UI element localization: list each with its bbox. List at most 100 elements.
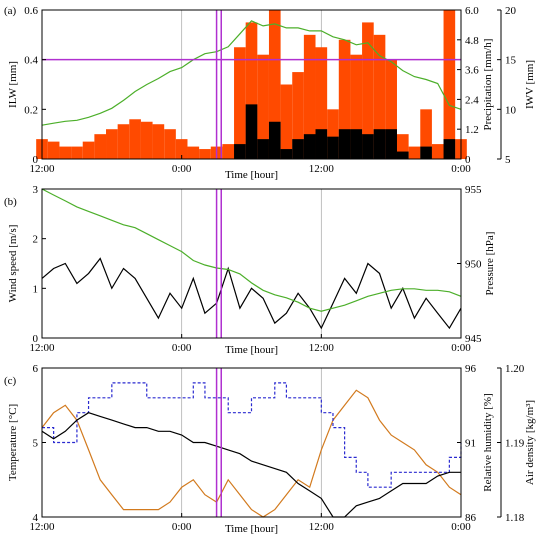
panel-a-series-precipitation-bar	[443, 139, 456, 159]
panel-a-ytick-left-label: 0	[33, 154, 39, 166]
panel-a-series-ilw-bar	[338, 39, 351, 159]
panel-c-ytick-left-label: 5	[33, 438, 39, 450]
panel-a-ytick-left-label: 0.6	[24, 5, 38, 17]
panel-a-series-ilw-bar	[47, 141, 60, 159]
panel-a-series-ilw-bar	[373, 34, 386, 160]
panel-b-series-wind-speed	[41, 257, 462, 330]
panel-a-series-precipitation-bar	[396, 151, 409, 159]
panel-b-xtick-label: 12:00	[29, 342, 55, 354]
panel-a-series-ilw-bar	[59, 146, 72, 159]
panel-a-series-ilw-bar	[257, 54, 269, 160]
panel-c-xtick-label: 12:00	[29, 521, 55, 533]
panel-a-series-ilw-bar	[292, 72, 304, 159]
panel-c-ytick-right1-label: 86	[465, 512, 477, 524]
panel-a-series-ilw-bar	[280, 84, 293, 159]
panel-a-series-ilw-bar	[82, 141, 95, 159]
panel-a-series-ilw-bar	[420, 109, 432, 159]
panel-a-series-precipitation-bar	[245, 104, 258, 159]
panel-a-series-ilw-bar	[117, 124, 130, 159]
panel-a-series-precipitation-bar	[373, 129, 386, 159]
panel-a-series-ilw-bar	[245, 22, 258, 159]
panel-a-xtick-label: 12:00	[29, 163, 55, 175]
panel-a-series-precipitation-bar	[420, 146, 432, 159]
panel-b-frame	[41, 188, 462, 339]
panel-b-ytick-left-label: 0	[33, 333, 39, 345]
panel-c-ylabel-right1: Relative humidity [%]	[482, 393, 494, 491]
panel-c-xtick-label: 0:00	[451, 521, 471, 533]
panel-b-ytick-left-label: 3	[33, 184, 39, 196]
panel-c-ylabel-right2: Air density [kg/m³]	[524, 400, 536, 485]
panel-c-ytick-left-label: 4	[33, 512, 39, 524]
panel-a-series-iwv	[41, 20, 462, 126]
panel-a-series-precipitation-bar	[315, 129, 328, 159]
panel-a-series-precipitation-bar	[257, 139, 269, 159]
panel-a-series-ilw-bar	[94, 134, 107, 159]
panel-b-ytick-right-label: 955	[465, 184, 482, 196]
panel-a-series-ilw-bar	[350, 54, 363, 160]
panel-a-label: (a)	[4, 5, 17, 17]
panel-a-series-ilw-bar	[106, 129, 118, 159]
panel-a-series-ilw-bar	[268, 10, 281, 159]
panel-b-ylabel-left: Wind speed [m/s]	[7, 225, 19, 303]
panel-b-ytick-right-label: 950	[465, 259, 482, 271]
panel-a-ylabel-right2: IWV [mm]	[524, 60, 536, 109]
panel-c-label: (c)	[4, 375, 17, 387]
panel-a-ytick-right1-label: 2.4	[465, 94, 479, 106]
panel-a-series-precipitation-bar	[350, 129, 363, 159]
panel-a-series-ilw-bar	[396, 134, 409, 159]
panel-a-ytick-right1-label: 3.6	[465, 65, 479, 77]
panel-a-xlabel: Time [hour]	[225, 169, 278, 181]
panel-c-series-air-density	[41, 412, 461, 518]
panel-a-series-ilw-bar	[164, 129, 176, 159]
panel-b-ytick-left-label: 2	[33, 234, 39, 246]
panel-c-ytick-right1-label: 91	[465, 438, 476, 450]
panel-a-series-ilw-bar	[222, 144, 235, 159]
panel-c-xtick-label: 12:00	[309, 521, 335, 533]
panel-c-series-temperature	[41, 389, 462, 518]
panel-a-series-precipitation-bar	[268, 121, 281, 159]
panel-a-ytick-right2-label: 20	[505, 5, 517, 17]
panel-c-ytick-right1-label: 96	[465, 363, 477, 375]
panel-a-ytick-right2-label: 15	[505, 55, 517, 67]
panel-a-ylabel-right1: Precipitation [mm/h]	[482, 39, 494, 131]
panel-a-series-precipitation-bar	[234, 144, 246, 159]
panel-a-series-precipitation-bar	[327, 136, 339, 159]
panel-a-series-ilw-bar	[199, 149, 211, 159]
panel-c-xlabel: Time [hour]	[225, 523, 278, 535]
panel-a-series-ilw-bar	[315, 47, 328, 159]
panel-a-series-ilw-bar	[431, 144, 444, 159]
panel-a-ytick-right2-label: 5	[505, 154, 511, 166]
panel-a-ytick-left-label: 0.2	[24, 104, 38, 116]
panel-a-series-precipitation-bar	[362, 134, 374, 159]
panel-a-series-ilw-bar	[175, 139, 188, 159]
panel-a-series-ilw-bar	[234, 47, 246, 159]
panel-a-ytick-right1-label: 1.2	[465, 124, 479, 136]
panel-b-xtick-label: 12:00	[309, 342, 335, 354]
panel-b-xtick-label: 0:00	[172, 342, 192, 354]
panel-b-ytick-right-label: 945	[465, 333, 482, 345]
panel-a-frame	[41, 9, 462, 160]
panel-c-ytick-right2-label: 1.18	[505, 512, 525, 524]
panel-b-ytick-left-label: 1	[33, 283, 39, 295]
panel-a-series-ilw-bar	[443, 10, 456, 159]
panel-a-series-ilw-bar	[408, 146, 421, 159]
panel-c-frame	[41, 367, 462, 518]
panel-a-xtick-label: 0:00	[451, 163, 471, 175]
panel-b-xtick-label: 0:00	[451, 342, 471, 354]
panel-a-series-ilw-bar	[385, 59, 397, 159]
panel-a-ytick-left-label: 0.4	[24, 55, 38, 67]
panel-a-xtick-label: 12:00	[309, 163, 335, 175]
panel-c-ytick-left-label: 6	[33, 363, 39, 375]
panel-a-ylabel-left: ILW [mm]	[7, 61, 19, 108]
panel-c-ytick-right2-label: 1.20	[505, 363, 525, 375]
panel-a-xtick-label: 0:00	[172, 163, 192, 175]
panel-a-series-ilw-bar	[152, 124, 165, 159]
panel-b-label: (b)	[4, 196, 17, 208]
panel-a-series-ilw-bar	[71, 146, 83, 159]
panel-a-series-ilw-bar	[129, 119, 141, 159]
panel-b-xlabel: Time [hour]	[225, 344, 278, 356]
panel-a-series-precipitation-bar	[303, 134, 316, 159]
panel-a-ytick-right1-label: 4.8	[465, 35, 479, 47]
panel-a-series-ilw-bar	[327, 109, 339, 159]
